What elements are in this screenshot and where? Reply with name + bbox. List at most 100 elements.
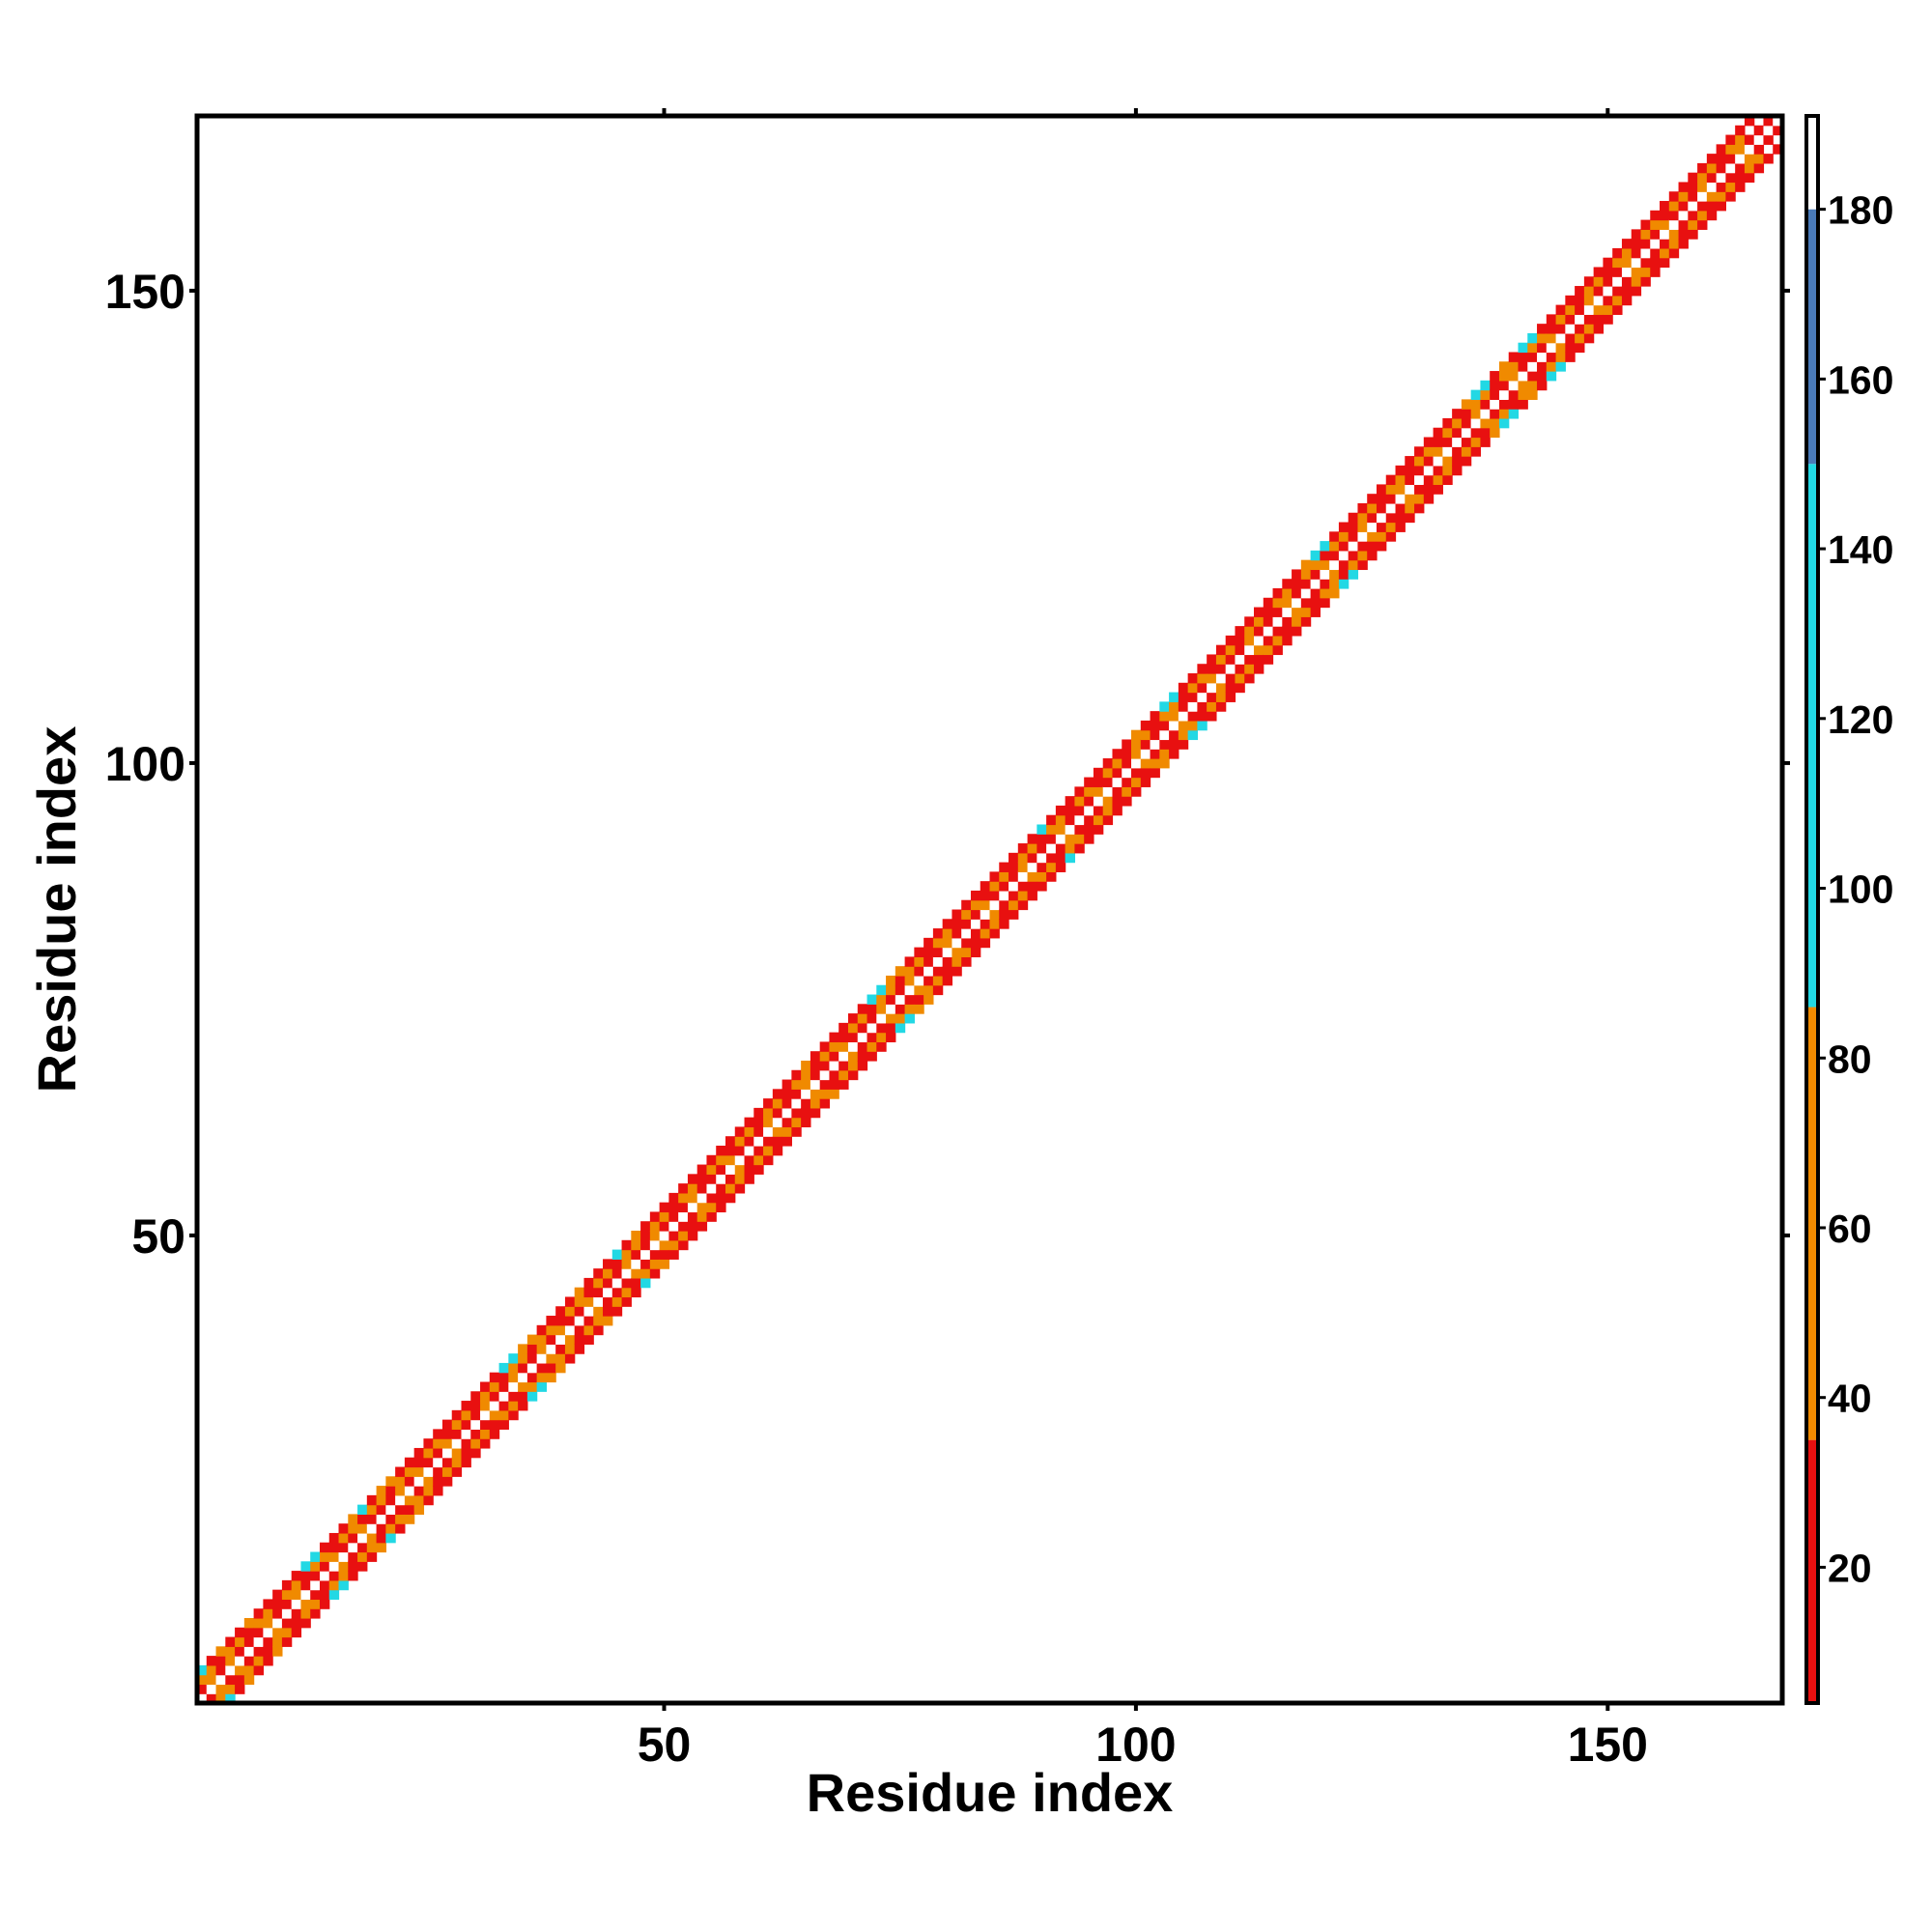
heatmap-cell: [404, 1504, 415, 1516]
heatmap-cell: [1555, 361, 1566, 372]
heatmap-cell: [319, 1599, 330, 1609]
heatmap-cell: [1433, 446, 1443, 457]
heatmap-cell: [1423, 474, 1435, 486]
heatmap-cell: [1697, 210, 1708, 221]
heatmap-cell: [1603, 276, 1613, 287]
heatmap-cell: [1009, 899, 1019, 911]
heatmap-cell: [895, 1022, 906, 1034]
heatmap-cell: [1376, 522, 1387, 532]
heatmap-cell: [810, 1069, 821, 1081]
heatmap-cell: [1084, 824, 1094, 835]
heatmap-cell: [1084, 834, 1094, 844]
heatmap-cell: [1470, 409, 1482, 419]
heatmap-cell: [1735, 182, 1746, 192]
heatmap-cell: [235, 1646, 245, 1657]
heatmap-cell: [546, 1344, 556, 1354]
heatmap-cell: [413, 1466, 425, 1477]
colorbar-tick-label: 40: [1828, 1377, 1872, 1421]
heatmap-cell: [1150, 739, 1160, 750]
heatmap-cell: [1725, 182, 1736, 192]
heatmap-cell: [489, 1409, 500, 1421]
heatmap-cell: [338, 1579, 349, 1591]
heatmap-cell: [801, 1079, 811, 1090]
colorbar-segment: [1806, 464, 1818, 1008]
heatmap-cell: [838, 1032, 849, 1043]
heatmap-cell: [942, 966, 953, 977]
heatmap-cell: [1735, 162, 1746, 174]
heatmap-cell: [763, 1126, 774, 1137]
heatmap-cell: [1320, 569, 1330, 580]
heatmap-cell: [1055, 852, 1066, 864]
heatmap-cell: [1518, 342, 1528, 354]
heatmap-cell: [461, 1447, 471, 1459]
heatmap-cell: [1055, 814, 1066, 826]
heatmap-cell: [1631, 247, 1642, 259]
heatmap-cell: [366, 1494, 378, 1506]
heatmap-cell: [1490, 427, 1500, 439]
heatmap-cell: [1744, 144, 1755, 155]
heatmap-cell: [1565, 342, 1576, 354]
heatmap-cell: [631, 1249, 641, 1260]
heatmap-cell: [593, 1306, 604, 1317]
heatmap-cell: [1433, 437, 1443, 447]
heatmap-cell: [1235, 644, 1245, 656]
heatmap-cell: [1706, 172, 1718, 184]
heatmap-cell: [1753, 154, 1765, 164]
heatmap-cell: [744, 1145, 754, 1156]
heatmap-cell: [781, 1079, 792, 1090]
heatmap-cell: [357, 1523, 368, 1534]
heatmap-cell: [1527, 342, 1538, 354]
heatmap-cell: [470, 1419, 481, 1430]
heatmap-cell: [952, 956, 962, 967]
heatmap-cell: [847, 1022, 859, 1034]
heatmap-cell: [1065, 852, 1076, 864]
heatmap-cell: [1735, 144, 1746, 155]
heatmap-cell: [1650, 267, 1661, 277]
heatmap-cell: [621, 1277, 632, 1289]
heatmap-cell: [876, 994, 887, 1005]
heatmap-cell: [1348, 512, 1359, 524]
heatmap-cell: [1660, 257, 1670, 269]
heatmap-cell: [942, 937, 953, 949]
heatmap-cell: [480, 1438, 491, 1449]
heatmap-cell: [1197, 664, 1208, 674]
heatmap-cell: [1329, 550, 1340, 561]
heatmap-cell: [441, 1429, 453, 1439]
heatmap-cell: [1735, 125, 1746, 136]
heatmap-cell: [1009, 871, 1019, 882]
heatmap-cell: [385, 1514, 396, 1524]
heatmap-cell: [791, 1069, 802, 1081]
heatmap-cell: [1395, 465, 1406, 476]
heatmap-cell: [1555, 332, 1566, 344]
heatmap-cell: [263, 1646, 273, 1657]
heatmap-cell: [235, 1636, 245, 1647]
heatmap-cell: [423, 1457, 434, 1468]
heatmap-cell: [932, 975, 944, 986]
heatmap-cell: [829, 1089, 839, 1099]
heatmap-cell: [763, 1107, 774, 1119]
heatmap-cell: [1470, 389, 1482, 400]
heatmap-cell: [1131, 758, 1142, 769]
heatmap-cell: [1575, 286, 1585, 297]
heatmap-cell: [526, 1344, 538, 1354]
heatmap-cell: [206, 1693, 217, 1704]
heatmap-cell: [310, 1551, 321, 1562]
heatmap-cell: [498, 1372, 509, 1383]
heatmap-cell: [1414, 502, 1425, 514]
heatmap-cell: [1706, 201, 1718, 212]
heatmap-cell: [970, 947, 981, 957]
heatmap-cell: [300, 1571, 311, 1581]
heatmap-cell: [526, 1353, 538, 1364]
heatmap-cell: [1650, 229, 1661, 240]
heatmap-cell: [1037, 824, 1047, 835]
heatmap-cell: [1716, 201, 1726, 212]
colorbar-tick-label: 140: [1828, 527, 1893, 572]
heatmap-cell: [1009, 862, 1019, 872]
heatmap-cell: [810, 1060, 821, 1071]
heatmap-cell: [923, 947, 934, 957]
heatmap-cell: [1537, 324, 1548, 334]
heatmap-cell: [1735, 134, 1746, 145]
heatmap-cell: [744, 1136, 754, 1147]
heatmap-cell: [1178, 739, 1189, 750]
heatmap-cell: [1300, 587, 1312, 599]
